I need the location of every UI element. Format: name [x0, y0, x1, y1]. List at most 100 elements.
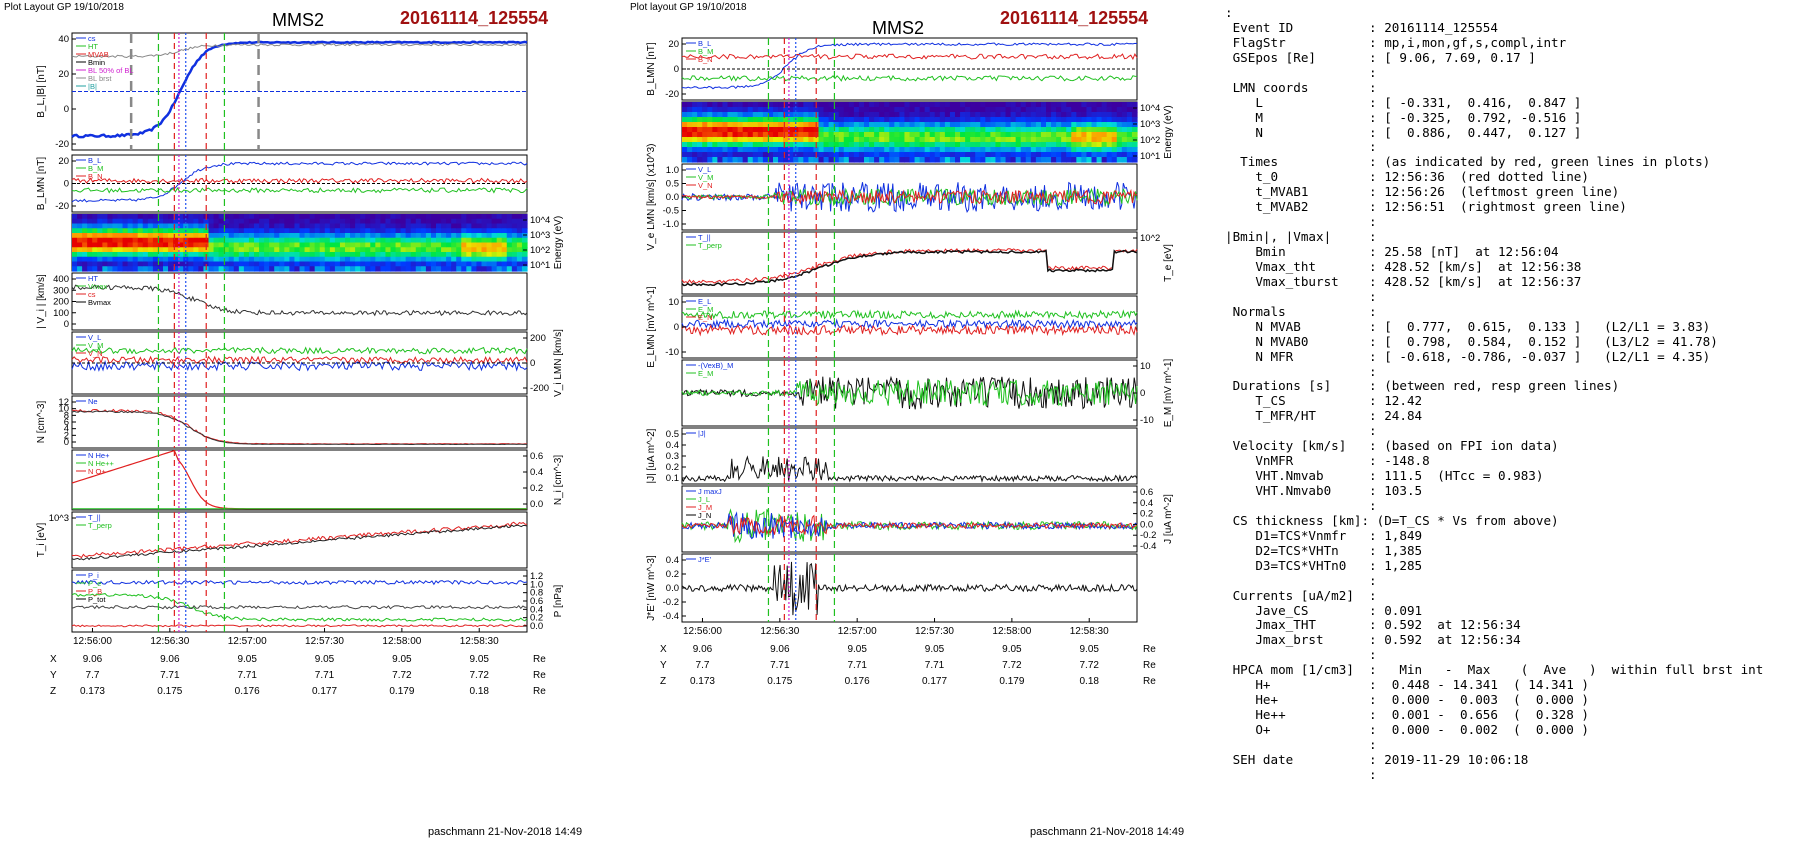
spectrogram-cell [742, 137, 749, 143]
spectrogram-cell [163, 256, 169, 263]
spectrogram-cell [712, 127, 718, 133]
spectrogram-cell [869, 117, 875, 123]
spectrogram-cell [415, 223, 422, 229]
spectrogram-cell [1131, 152, 1138, 158]
spectrogram-cell [914, 127, 921, 133]
spectrogram-cell [137, 252, 144, 258]
spectrogram-cell [436, 247, 442, 253]
spectrogram-cell [853, 132, 860, 138]
spectrogram-cell [142, 256, 149, 263]
spectrogram-cell [1010, 152, 1017, 158]
spectrogram-cell [843, 127, 850, 133]
spectrogram-cell [521, 242, 528, 248]
spectrogram-cell [137, 228, 144, 234]
coord-value: 7.71 [315, 670, 335, 681]
spectrogram-cell [732, 142, 739, 148]
spectrogram-cell [722, 132, 729, 138]
spectrogram-cell [213, 261, 220, 267]
spectrogram-cell [370, 228, 376, 234]
spectrogram-cell [778, 112, 784, 118]
spectrogram-cell [1121, 107, 1128, 113]
spectrogram-cell [400, 261, 407, 267]
spectrogram-cell [919, 142, 926, 148]
spectrogram-cell [147, 252, 154, 258]
spectrogram-cell [339, 261, 346, 267]
spectrogram-cell [1035, 152, 1042, 158]
spectrogram-cell [762, 147, 769, 153]
spectrogram-cell [1096, 152, 1103, 158]
spectrogram-cell [1040, 102, 1047, 108]
spectrogram-cell [481, 256, 488, 263]
spectrogram-cell [742, 132, 749, 138]
spectrogram-cell [82, 237, 88, 244]
spectrogram-cell [762, 112, 769, 118]
spectrogram-cell [1126, 142, 1133, 148]
spectrogram-cell [254, 228, 260, 234]
spectrogram-cell [1126, 117, 1133, 123]
spectrogram-cell [757, 147, 764, 153]
spectrogram-cell [747, 147, 754, 153]
spectrogram-cell [1071, 132, 1077, 138]
spectrogram-cell [521, 266, 528, 272]
spectrogram-cell [284, 266, 290, 272]
spectrogram-cell [157, 247, 164, 253]
spectrogram-cell [858, 107, 865, 113]
spectrogram-cell [757, 127, 764, 133]
spectrogram-cell [843, 102, 850, 108]
spectrogram-cell [441, 218, 447, 225]
coord-value: 9.06 [160, 654, 180, 665]
spectrogram-cell [269, 247, 275, 253]
summary-line: : [1225, 5, 1233, 20]
spectrogram-cell [102, 247, 108, 253]
y-tick-label: -1.0 [663, 219, 679, 230]
spectrogram-cell [289, 228, 296, 234]
spectrogram-cell [284, 261, 290, 267]
spectrogram-cell [506, 261, 513, 267]
spectrogram-cell [87, 252, 93, 258]
spectrogram-cell [102, 261, 108, 267]
y-tick-label: 40 [58, 34, 69, 45]
spectrogram-cell [939, 142, 946, 148]
spectrogram-cell [516, 228, 523, 234]
spectrogram-cell [965, 157, 971, 163]
spectrogram-cell [456, 266, 462, 272]
spectrogram-cell [461, 223, 467, 229]
coord-value: 0.175 [767, 676, 792, 687]
spectrogram-cell [727, 147, 734, 153]
spectrogram-cell [365, 266, 371, 272]
spectrogram-cell [934, 127, 941, 133]
y-axis-label: |J| [uA m^-2] [646, 428, 657, 483]
spectrogram-cell [92, 242, 98, 248]
spectrogram-cell [1096, 142, 1103, 148]
spectrogram-cell [914, 132, 921, 138]
spectrogram-cell [747, 132, 754, 138]
spectrogram-cell [471, 247, 478, 253]
spectrogram-cell [107, 242, 114, 248]
summary-line: Bmin : 25.58 [nT] at 12:56:04 [1225, 244, 1559, 259]
spectrogram-cell [864, 147, 870, 153]
spectrogram-cell [299, 233, 306, 239]
spectrogram-cell [279, 256, 285, 263]
y-tick-label: 0 [64, 104, 69, 115]
spectrogram-cell [1056, 147, 1062, 153]
spectrogram-cell [461, 266, 467, 272]
spectrogram-cell [874, 122, 880, 128]
spectrogram-cell [87, 218, 93, 225]
spectrogram-cell [375, 242, 381, 248]
spectrogram-cell [168, 218, 174, 225]
spectrogram-cell [269, 266, 275, 272]
bl-component-line [681, 42, 1138, 90]
spectrogram-cell [955, 112, 961, 118]
spectrogram-cell [965, 127, 971, 133]
spectrogram-cell [496, 218, 503, 225]
spectrogram-cell [228, 261, 235, 267]
spectrogram-cell [380, 247, 387, 253]
spectrogram-cell [345, 261, 351, 267]
spectrogram-cell [747, 117, 754, 123]
spectrogram-cell [732, 132, 739, 138]
spectrogram-cell [223, 228, 230, 234]
spectrogram-cell [385, 266, 392, 272]
spectrogram-cell [803, 132, 809, 138]
y-tick-label: 10^2 [1140, 233, 1160, 244]
spectrogram-cell [727, 137, 734, 143]
